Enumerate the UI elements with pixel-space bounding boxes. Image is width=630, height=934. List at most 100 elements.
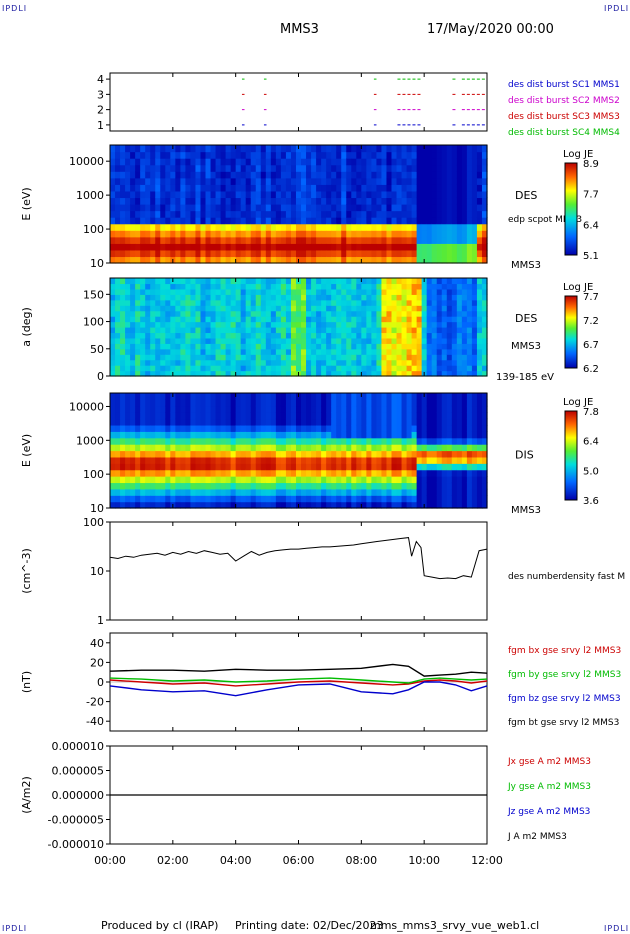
spectrogram-cell: [155, 145, 161, 153]
spectrogram-cell: [150, 210, 156, 218]
spectrogram-cell: [185, 230, 192, 238]
spectrogram-cell: [316, 482, 322, 490]
spectrogram-cell: [290, 316, 297, 323]
spectrogram-cell: [321, 476, 327, 484]
spectrogram-cell: [265, 151, 272, 159]
spectrogram-cell: [115, 476, 121, 484]
spectrogram-cell: [466, 171, 473, 179]
spectrogram-cell: [220, 197, 227, 205]
spectrogram-cell: [150, 332, 156, 339]
spectrogram-cell: [210, 145, 217, 153]
spectrogram-cell: [456, 145, 463, 153]
spectrogram-cell: [376, 283, 383, 290]
spectrogram-cell: [466, 299, 473, 306]
spectrogram-cell: [411, 310, 418, 317]
spectrogram-cell: [170, 288, 176, 295]
spectrogram-cell: [200, 190, 207, 199]
y-tick-label: 2: [97, 104, 104, 117]
spectrogram-cell: [220, 278, 227, 285]
spectrogram-cell: [205, 171, 212, 179]
spectrogram-cell: [170, 405, 176, 413]
spectrogram-cell: [466, 217, 473, 225]
spectrogram-cell: [316, 418, 322, 426]
spectrogram-cell: [406, 393, 413, 400]
spectrogram-cell: [436, 217, 443, 225]
panel-side-label: DES: [515, 312, 537, 325]
spectrogram-cell: [150, 343, 156, 350]
spectrogram-cell: [250, 370, 257, 377]
spectrogram-cell: [306, 332, 312, 339]
spectrogram-cell: [125, 171, 131, 179]
spectrogram-cell: [376, 310, 383, 317]
spectrogram-cell: [311, 158, 317, 166]
spectrogram-cell: [215, 236, 222, 244]
spectrogram-cell: [436, 230, 443, 238]
spectrogram-cell: [265, 294, 272, 301]
spectrogram-cell: [311, 469, 317, 477]
spectrogram-cell: [270, 469, 277, 477]
spectrogram-cell: [481, 158, 488, 166]
spectrogram-cell: [205, 456, 212, 464]
spectrogram-cell: [446, 332, 453, 339]
spectrogram-cell: [115, 354, 121, 361]
spectrogram-cell: [471, 316, 478, 323]
spectrogram-cell: [421, 158, 428, 166]
spectrogram-cell: [245, 283, 252, 290]
spectrogram-cell: [446, 243, 453, 251]
spectrogram-cell: [110, 469, 116, 477]
spectrogram-cell: [115, 164, 121, 172]
spectrogram-cell: [396, 171, 403, 179]
spectrogram-cell: [456, 316, 463, 323]
spectrogram-cell: [451, 412, 458, 420]
range-label: 139-185 eV: [496, 372, 554, 383]
spectrogram-cell: [120, 476, 126, 484]
spectrogram-cell: [326, 463, 332, 471]
spectrogram-cell: [416, 288, 423, 295]
spectrogram-cell: [316, 204, 322, 212]
spectrogram-cell: [476, 310, 483, 317]
spectrogram-cell: [371, 190, 378, 199]
spectrogram-cell: [301, 243, 307, 251]
spectrogram-cell: [431, 217, 438, 225]
spectrogram-cell: [326, 399, 332, 407]
spectrogram-cell: [275, 223, 282, 231]
spectrogram-cell: [416, 310, 423, 317]
spectrogram-cell: [401, 359, 408, 366]
spectrogram-cell: [285, 337, 292, 344]
spectrogram-cell: [260, 399, 267, 407]
spectrogram-cell: [130, 243, 136, 251]
spectrogram-cell: [265, 177, 272, 185]
spectrogram-cell: [200, 327, 207, 334]
spectrogram-cell: [306, 444, 312, 452]
spectrogram-cell: [110, 310, 116, 317]
spectrogram-cell: [441, 412, 448, 420]
spectrogram-cell: [321, 365, 327, 372]
spectrogram-cell: [115, 332, 121, 339]
spectrogram-cell: [356, 158, 362, 166]
spectrogram-cell: [431, 343, 438, 350]
spectrogram-cell: [426, 288, 433, 295]
spectrogram-cell: [185, 405, 192, 413]
spectrogram-cell: [205, 236, 212, 244]
spectrogram-cell: [331, 310, 337, 317]
spectrogram-cell: [260, 456, 267, 464]
spectrogram-cell: [210, 469, 217, 477]
spectrogram-cell: [326, 405, 332, 413]
spectrogram-cell: [411, 405, 418, 413]
spectrogram-cell: [326, 243, 332, 251]
spectrogram-cell: [240, 305, 247, 312]
spectrogram-cell: [346, 305, 352, 312]
spectrogram-cell: [220, 463, 227, 471]
y-tick-label: 20: [90, 656, 104, 669]
spectrogram-cell: [215, 476, 222, 484]
spectrogram-cell: [140, 359, 146, 366]
spectrogram-cell: [285, 164, 292, 172]
spectrogram-cell: [185, 337, 192, 344]
spectrogram-cell: [195, 184, 202, 192]
spectrogram-cell: [421, 359, 428, 366]
spectrogram-cell: [240, 230, 247, 238]
spectrogram-cell: [225, 405, 232, 413]
spectrogram-cell: [316, 236, 322, 244]
spectrogram-cell: [381, 418, 388, 426]
spectrogram-cell: [416, 223, 423, 231]
